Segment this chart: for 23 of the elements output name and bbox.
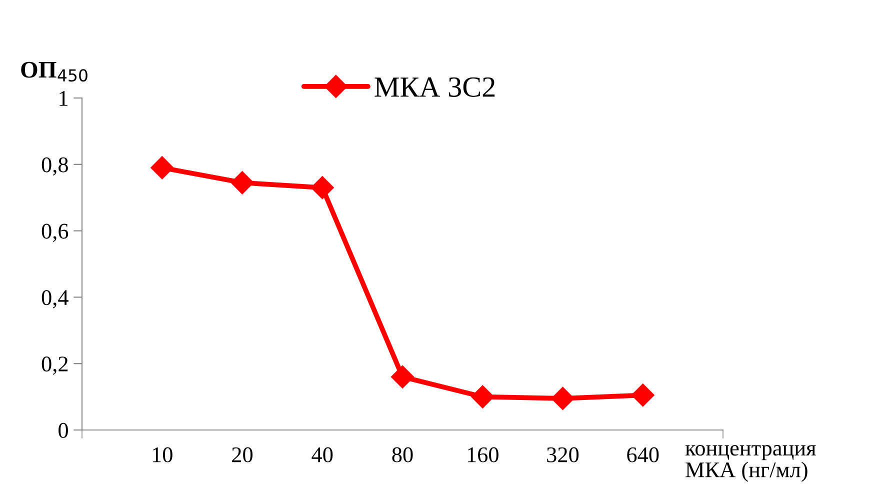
x-axis-title: концентрация МКА (нг/мл) — [685, 444, 816, 482]
point — [631, 384, 654, 407]
x-tick-label: 160 — [468, 447, 498, 462]
point — [230, 171, 254, 194]
x-tick-label: 320 — [547, 447, 579, 462]
y-tick-label: 0,4 — [42, 290, 68, 308]
x-tick-label: 80 — [392, 447, 413, 462]
x-tick-label: 20 — [232, 447, 253, 462]
point — [150, 156, 174, 180]
y-tick-label: 0,8 — [42, 157, 68, 176]
y-tick-label: 1 — [60, 91, 68, 106]
x-tick-label: 40 — [312, 447, 333, 462]
point — [310, 176, 334, 200]
x-tick-label: 10 — [152, 447, 172, 462]
y-axis-title: ОП$_{450}$ — [21, 62, 88, 82]
point — [391, 365, 414, 388]
y-tick-label: 0,2 — [42, 356, 68, 375]
point — [551, 386, 574, 410]
y-tick-label: 0 — [58, 422, 68, 438]
x-tick-label: 640 — [627, 447, 659, 462]
y-tick-label: 0,6 — [42, 224, 68, 242]
point — [471, 385, 494, 408]
legend-label: МКА 3С2 — [374, 77, 495, 97]
